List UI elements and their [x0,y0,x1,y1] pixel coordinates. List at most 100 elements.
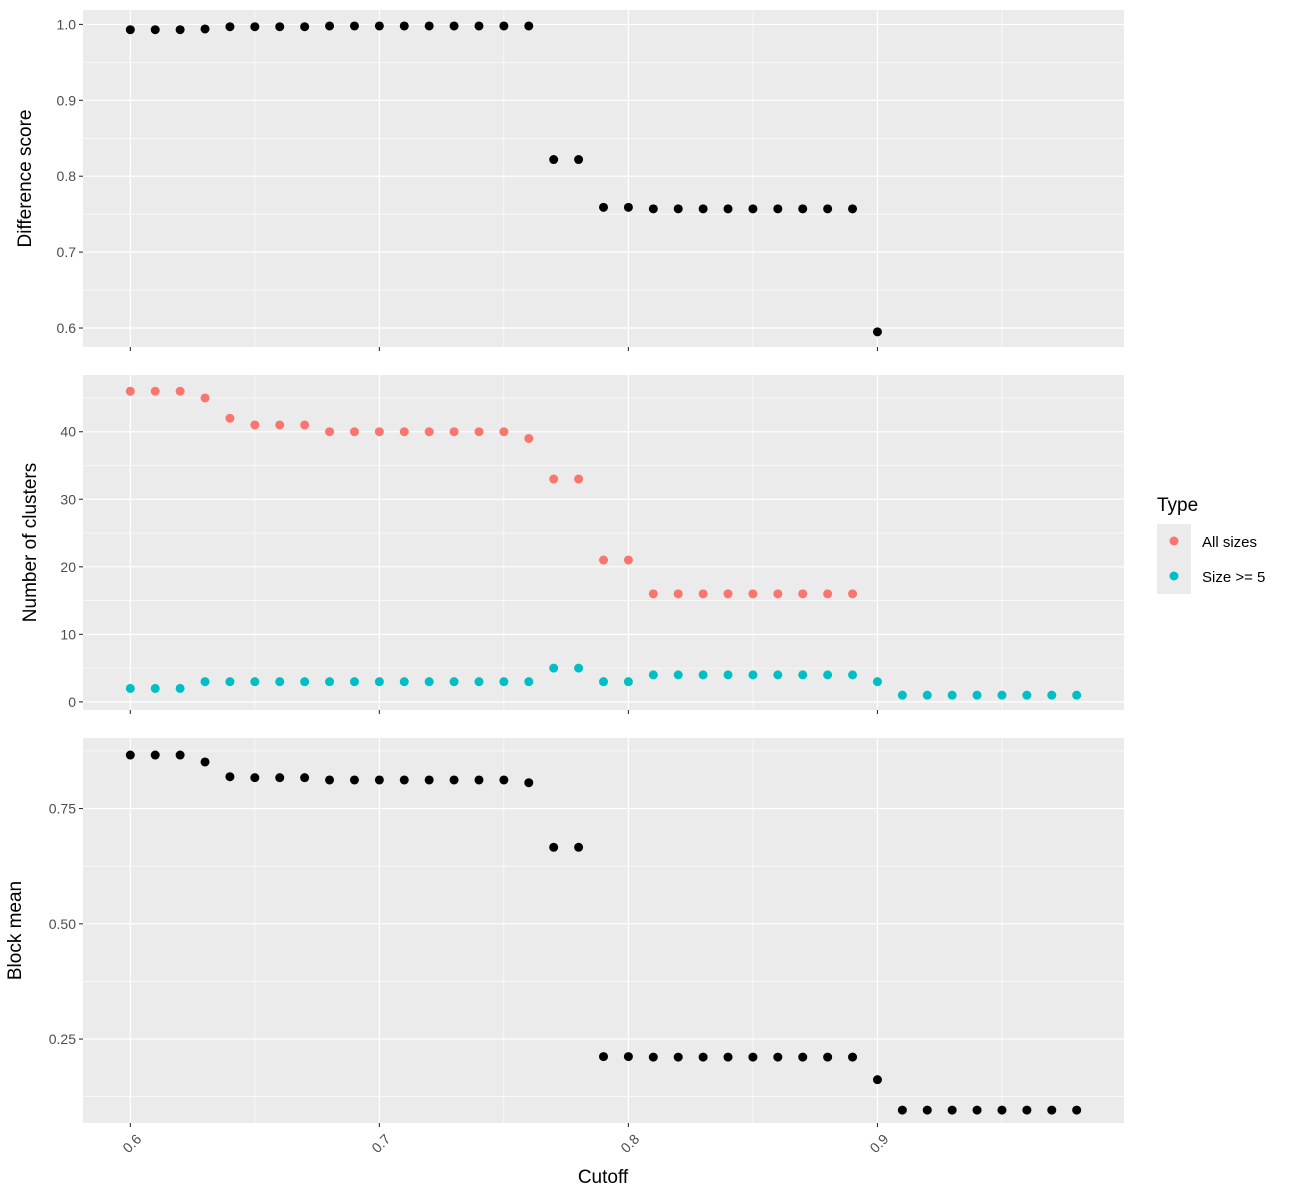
data-point [175,683,185,693]
data-point [574,155,584,165]
data-point [275,773,285,783]
legend-label-all-sizes: All sizes [1202,534,1257,551]
data-point [848,204,858,214]
y-tick-label: 10 [60,626,76,642]
x-tick-label: 0.8 [617,1131,642,1156]
data-point [349,427,359,437]
data-point [673,589,683,599]
data-point [673,204,683,214]
data-point [1072,1105,1082,1115]
data-point [300,773,310,783]
data-point [150,386,160,396]
data-point [399,775,409,785]
data-point [947,690,957,700]
legend-title: Type [1157,495,1198,516]
y-tick-label: 1.0 [57,16,77,32]
data-point [374,775,384,785]
data-point [424,427,434,437]
data-point [499,427,509,437]
data-point [200,393,210,403]
data-point [349,21,359,31]
data-point [549,474,559,484]
data-point [748,1052,758,1062]
data-point [449,427,459,437]
data-point [399,677,409,687]
data-point [275,22,285,32]
data-point [275,420,285,430]
data-point [599,202,608,212]
data-point [499,677,509,687]
y-tick-label: 0.7 [57,244,77,260]
data-point [698,1052,708,1062]
data-point [648,589,658,599]
data-point [549,842,559,852]
y-tick-label: 30 [60,491,76,507]
series-points [125,663,1082,700]
data-point [275,677,285,687]
data-point [125,683,135,693]
data-point [623,1052,633,1062]
data-point [823,204,833,214]
data-point [125,386,135,396]
data-point [200,24,210,34]
data-point [225,22,235,32]
data-point [200,757,210,767]
data-point [773,589,783,599]
data-point [524,677,534,687]
data-point [125,750,135,760]
y-tick-label: 20 [60,559,76,575]
legend-key-size-ge-5 [1169,571,1179,581]
legend-key-all-sizes [1169,536,1179,546]
y-tick-label: 40 [60,424,76,440]
data-point [872,1075,882,1085]
series-points [125,386,858,599]
data-point [1047,690,1057,700]
y-tick-label: 0.8 [57,168,77,184]
x-axis-title: Cutoff [578,1167,629,1188]
data-point [325,677,335,687]
series-points [125,750,1082,1115]
data-point [599,1052,608,1062]
data-point [897,690,907,700]
data-point [872,327,882,337]
data-point [723,670,733,680]
data-point [574,474,584,484]
legend-key-background [1157,524,1191,594]
data-point [823,1052,833,1062]
data-point [574,842,584,852]
data-point [922,690,932,700]
panel-2: 0 10 20 30 40 Number of clusters [20,375,1124,714]
data-point [648,1052,658,1062]
data-point [773,1052,783,1062]
data-point [1022,690,1032,700]
data-point [773,204,783,214]
data-point [325,775,335,785]
panel-background [83,375,1124,710]
data-point [599,677,608,687]
data-point [424,21,434,31]
data-point [150,750,160,760]
data-point [823,670,833,680]
data-point [648,204,658,214]
x-tick-label: 0.6 [119,1131,144,1156]
data-point [723,204,733,214]
panel-3: 0.25 0.50 0.75 Block mean 0.6 0.7 0.8 0.9 [5,738,1124,1156]
data-point [150,683,160,693]
data-point [1047,1105,1057,1115]
data-point [250,22,260,32]
data-point [250,677,260,687]
y-tick-label: 0 [68,694,76,710]
data-point [449,677,459,687]
data-point [225,772,235,782]
data-point [374,677,384,687]
data-point [848,589,858,599]
data-point [424,677,434,687]
data-point [922,1105,932,1115]
panel-background [83,10,1124,347]
data-point [897,1105,907,1115]
data-point [499,775,509,785]
data-point [399,21,409,31]
data-point [698,204,708,214]
data-point [872,677,882,687]
